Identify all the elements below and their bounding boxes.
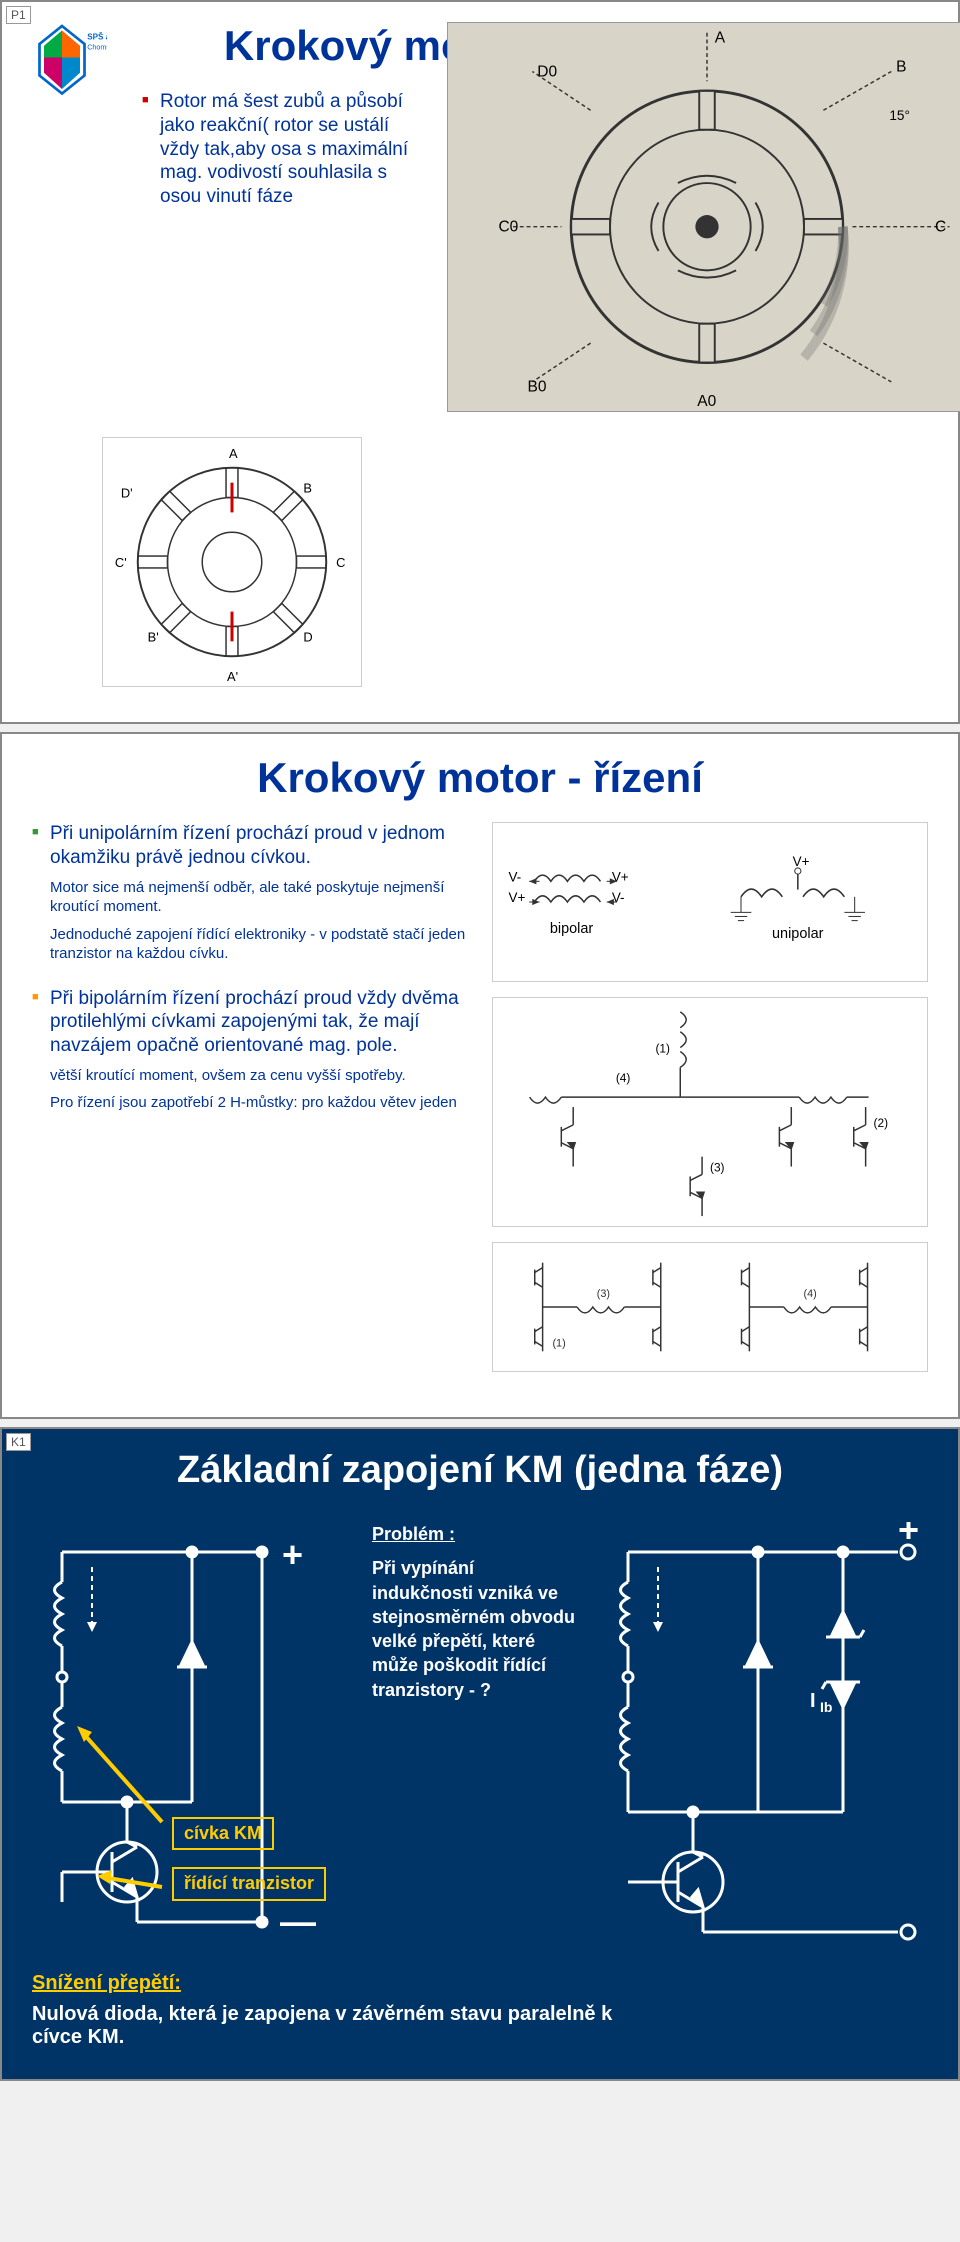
svg-text:Ib: Ib	[820, 1699, 832, 1715]
svg-text:+: +	[282, 1534, 303, 1575]
bullet-bipolar: Při bipolárním řízení prochází proud vžd…	[50, 987, 472, 1058]
bullet-unipolar: Při unipolárním řízení prochází proud v …	[50, 822, 472, 870]
svg-text:(1): (1)	[655, 1042, 670, 1056]
svg-text:A: A	[229, 446, 238, 461]
svg-text:C': C'	[115, 555, 127, 570]
svg-text:V+: V+	[509, 890, 526, 905]
svg-text:D: D	[303, 629, 312, 644]
svg-text:A': A'	[227, 669, 238, 684]
svg-text:(4): (4)	[804, 1288, 817, 1300]
slide-3: K1 Základní zapojení KM (jedna fáze)	[0, 1427, 960, 2081]
svg-text:+: +	[898, 1522, 919, 1550]
svg-text:B: B	[303, 481, 312, 496]
h-bridge-circuits: (1) (3) (4)	[492, 1242, 928, 1372]
svg-text:bipolar: bipolar	[550, 921, 594, 937]
svg-text:15°: 15°	[889, 108, 910, 123]
slide-1: P1 SPŠ a VOŠ Chomutov Krokový motor 4.fá…	[0, 0, 960, 724]
svg-text:C0: C0	[498, 219, 518, 236]
svg-text:(2): (2)	[874, 1116, 889, 1130]
bipolar-unipolar-symbols: V- V+ V+ V- bipolar V+	[492, 822, 928, 982]
sub-bipolar-1: větší kroutící moment, ovšem za cenu vyš…	[50, 1066, 472, 1086]
footer: Snížení přepětí: Nulová dioda, která je …	[32, 1972, 928, 2049]
sub-bipolar-2: Pro řízení jsou zapotřebí 2 H-můstky: pr…	[50, 1093, 472, 1113]
unipolar-transistor-circuit: (1) (2) (3) (4)	[492, 997, 928, 1227]
svg-text:B: B	[896, 58, 906, 75]
svg-text:V-: V-	[509, 869, 522, 884]
svg-text:—: —	[280, 1901, 316, 1942]
slide2-diagrams: V- V+ V+ V- bipolar V+	[492, 822, 928, 1387]
slide3-title: Základní zapojení KM (jedna fáze)	[32, 1449, 928, 1492]
label-coil: cívka KM	[172, 1817, 274, 1850]
slide2-title: Krokový motor - řízení	[32, 754, 928, 802]
svg-text:A0: A0	[697, 393, 716, 410]
footer-body: Nulová dioda, která je zapojena v závěrn…	[32, 2003, 652, 2049]
svg-text:SPŠ a VOŠ: SPŠ a VOŠ	[87, 33, 107, 42]
slide-tag: K1	[6, 1433, 31, 1451]
slide2-text: Při unipolárním řízení prochází proud v …	[32, 822, 472, 1387]
svg-text:D': D'	[121, 486, 133, 501]
small-motor-diagram: A B C D A' B' C' D'	[102, 437, 928, 692]
svg-text:V+: V+	[793, 854, 810, 869]
label-transistor: řídící tranzistor	[172, 1867, 326, 1901]
svg-text:(1): (1)	[552, 1337, 565, 1349]
problem-body: Při vypínání indukčnosti vzniká ve stejn…	[372, 1556, 578, 1702]
svg-text:(3): (3)	[710, 1160, 725, 1174]
school-logo: SPŠ a VOŠ Chomutov	[17, 17, 107, 107]
right-circuit: I Ib +	[598, 1522, 928, 1952]
svg-text:C: C	[336, 555, 345, 570]
slide1-text: Krokový motor 4.fázový Rotor má šest zub…	[142, 22, 432, 417]
svg-text:Chomutov: Chomutov	[87, 42, 107, 51]
svg-text:(4): (4)	[616, 1071, 631, 1085]
svg-text:B': B'	[148, 629, 159, 644]
left-circuit: + — cívka KM řídící tranzistor	[32, 1522, 352, 1952]
svg-text:unipolar: unipolar	[772, 926, 824, 942]
svg-text:(3): (3)	[597, 1288, 610, 1300]
svg-text:B0: B0	[528, 379, 547, 396]
svg-text:A: A	[715, 29, 726, 46]
problem-heading: Problém :	[372, 1522, 578, 1546]
problem-text: Problém : Při vypínání indukčnosti vznik…	[372, 1522, 578, 1702]
motor-cross-section-diagram: A B C D0 C0 B0 A0 15°	[447, 22, 960, 417]
svg-text:C: C	[935, 219, 946, 236]
svg-text:D0: D0	[537, 63, 557, 80]
slide-2: Krokový motor - řízení Při unipolárním ř…	[0, 732, 960, 1419]
slide1-bullet: Rotor má šest zubů a působí jako reakční…	[160, 90, 432, 209]
footer-head: Snížení přepětí:	[32, 1972, 181, 1994]
sub-unipolar-2: Jednoduché zapojení řídící elektroniky -…	[50, 925, 472, 964]
svg-text:I: I	[810, 1690, 816, 1712]
sub-unipolar-1: Motor sice má nejmenší odběr, ale také p…	[50, 878, 472, 917]
